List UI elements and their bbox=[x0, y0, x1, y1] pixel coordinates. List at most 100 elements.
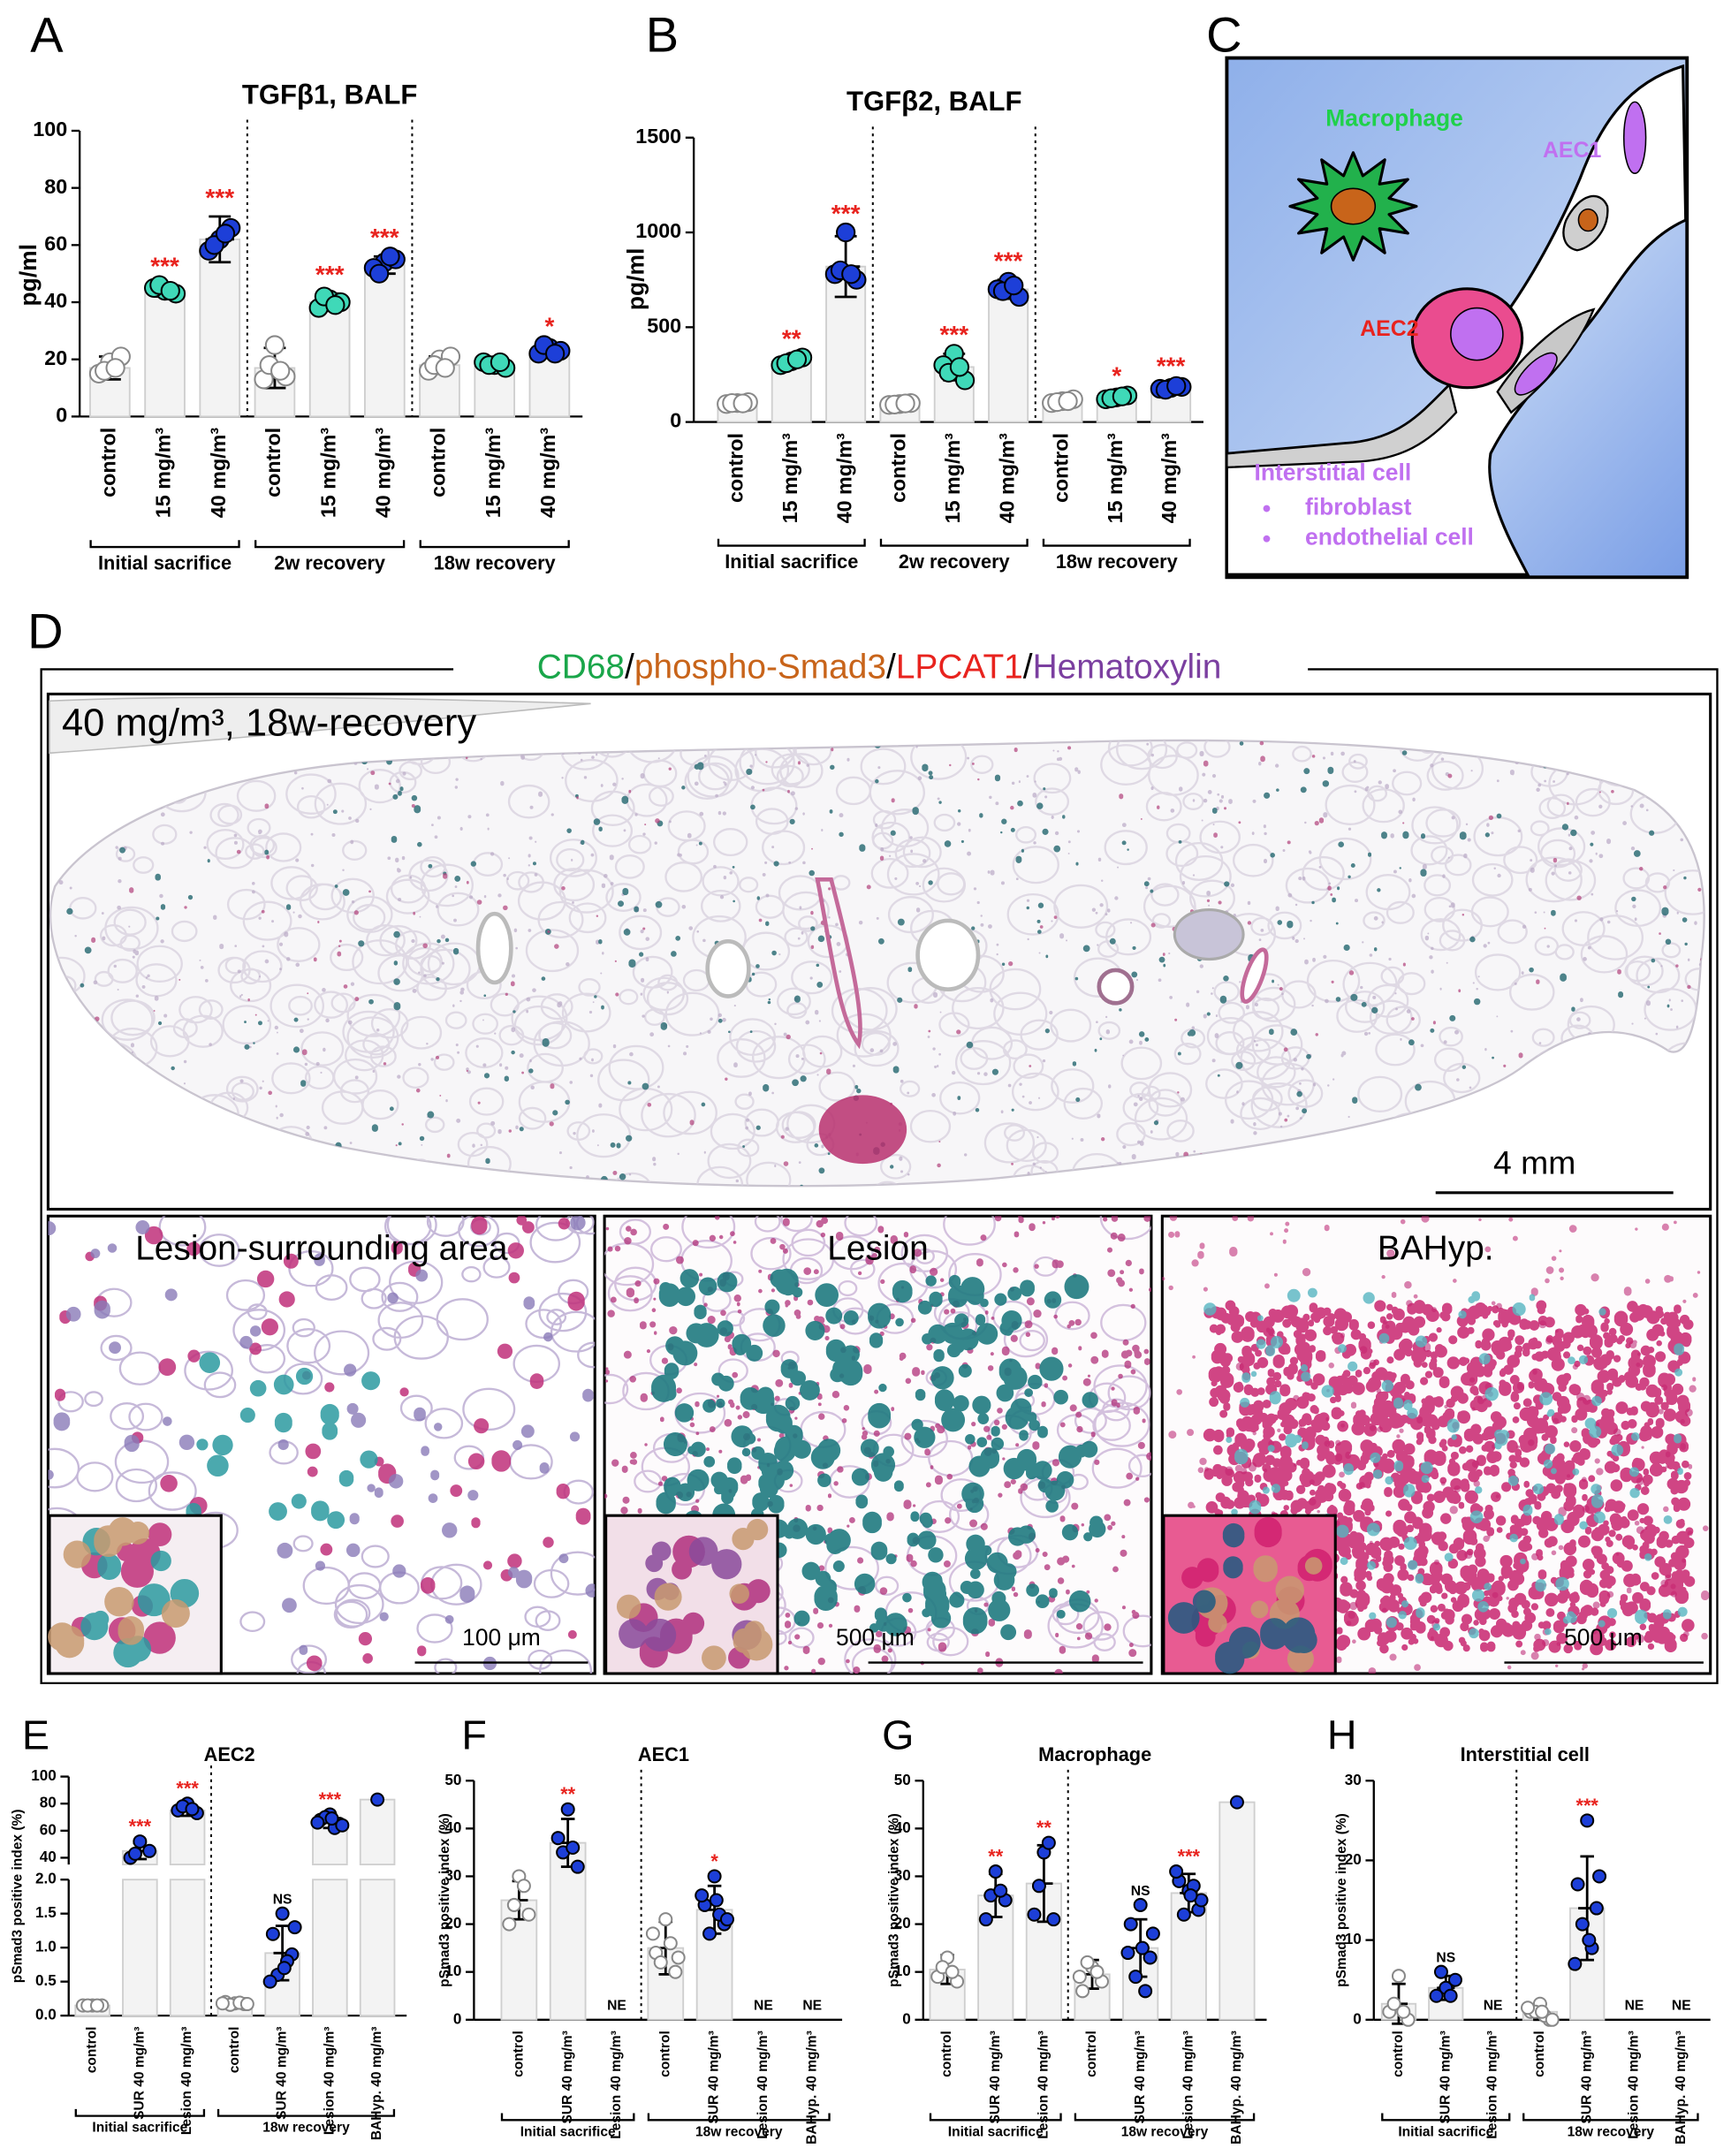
vessel bbox=[1173, 907, 1245, 961]
panel-label: E bbox=[22, 1712, 49, 1757]
data-point bbox=[1128, 1970, 1143, 1985]
y-tick-label: 20 bbox=[444, 1915, 461, 1932]
x-tick-label: 40 mg/m³ bbox=[995, 433, 1018, 524]
group-label: 18w recovery bbox=[695, 2124, 783, 2139]
bar bbox=[308, 301, 351, 418]
y-tick-label: 20 bbox=[1345, 1851, 1362, 1868]
data-point bbox=[1582, 1932, 1597, 1947]
data-point bbox=[521, 1907, 536, 1922]
x-tick-label: 15 mg/m³ bbox=[1104, 433, 1127, 524]
data-point bbox=[1027, 1907, 1042, 1922]
group-label: 18w recovery bbox=[262, 2121, 350, 2136]
data-point bbox=[709, 1893, 724, 1908]
x-tick-label: control bbox=[262, 428, 285, 497]
y-tick-label: 0 bbox=[56, 404, 67, 427]
scale-label: 500 μm bbox=[836, 1624, 915, 1651]
significance: NS bbox=[1131, 1884, 1150, 1899]
significance: *** bbox=[831, 200, 861, 227]
y-tick-label: 1000 bbox=[635, 219, 681, 242]
x-tick-label: control bbox=[85, 2027, 100, 2074]
data-point bbox=[1176, 1907, 1191, 1922]
x-tick-label: 15 mg/m³ bbox=[152, 428, 175, 519]
group-bracket bbox=[1522, 2113, 1699, 2122]
y-tick-label: 2.0 bbox=[35, 1871, 57, 1887]
x-tick-label: SUR 40 mg/m³ bbox=[1579, 2031, 1594, 2123]
bar bbox=[312, 1879, 348, 2017]
x-tick-label: Lesion 40 mg/m³ bbox=[755, 2031, 771, 2139]
data-point bbox=[1169, 1864, 1184, 1879]
data-point bbox=[566, 1841, 581, 1856]
x-tick-label: control bbox=[657, 2031, 672, 2077]
group-bracket bbox=[254, 540, 406, 549]
vessel bbox=[915, 918, 981, 992]
bar bbox=[1219, 1801, 1256, 2021]
x-tick-label: Lesion 40 mg/m³ bbox=[179, 2027, 194, 2136]
y-tick-label: 0.5 bbox=[35, 1972, 57, 1989]
texture bbox=[50, 740, 1704, 1187]
x-tick-label: SUR 40 mg/m³ bbox=[560, 2031, 575, 2123]
y-tick-label: 80 bbox=[44, 175, 67, 198]
significance: ** bbox=[560, 1783, 575, 1805]
y-tick-label: 10 bbox=[444, 1962, 461, 1979]
group-bracket bbox=[1381, 2113, 1511, 2122]
significance: NS bbox=[273, 1893, 292, 1908]
data-point bbox=[490, 352, 511, 373]
x-tick-label: SUR 40 mg/m³ bbox=[275, 2027, 290, 2120]
panel-frame bbox=[40, 668, 1719, 1685]
data-point bbox=[719, 1912, 734, 1927]
bar bbox=[169, 1879, 206, 2017]
group-label: 18w recovery bbox=[434, 551, 556, 573]
x-tick-label: Lesion 40 mg/m³ bbox=[1485, 2031, 1500, 2139]
data-point bbox=[310, 1815, 325, 1830]
data-point bbox=[502, 1917, 517, 1932]
data-point bbox=[239, 1997, 254, 2012]
lung-section bbox=[49, 739, 1705, 1188]
x-tick-label: control bbox=[1391, 2031, 1406, 2077]
texture bbox=[1196, 1555, 1323, 1673]
y-tick-label: 10 bbox=[1345, 1931, 1362, 1947]
significance: NE bbox=[1625, 1998, 1644, 2013]
x-tick-label: Lesion 40 mg/m³ bbox=[1036, 2031, 1052, 2139]
data-point bbox=[1080, 1955, 1095, 1970]
bahyp-lesion bbox=[818, 1095, 907, 1165]
y-tick-label: 50 bbox=[894, 1772, 911, 1788]
interstitium bbox=[1226, 383, 1458, 469]
significance: NE bbox=[1672, 1998, 1691, 2013]
significance: *** bbox=[994, 247, 1023, 274]
group-bracket bbox=[216, 2108, 396, 2117]
significance: ** bbox=[988, 1846, 1003, 1868]
data-point bbox=[1041, 1835, 1056, 1850]
texture bbox=[619, 1537, 762, 1652]
x-tick-label: control bbox=[97, 428, 120, 497]
y-tick-label: 0 bbox=[902, 2010, 911, 2027]
data-point bbox=[287, 1920, 302, 1935]
histology-d: D CD68/phospho-Smad3/LPCAT1/Hematoxylin … bbox=[27, 603, 1719, 1685]
data-point bbox=[671, 1950, 686, 1965]
texture bbox=[616, 1518, 773, 1671]
data-point bbox=[1396, 2004, 1411, 2019]
data-point bbox=[142, 1843, 157, 1858]
x-tick-label: 40 mg/m³ bbox=[536, 428, 559, 519]
significance: NE bbox=[1484, 1998, 1503, 2013]
x-tick-label: control bbox=[887, 433, 910, 503]
x-tick-label: 15 mg/m³ bbox=[482, 428, 505, 519]
group-label: Initial sacrifice bbox=[92, 2121, 187, 2136]
panel-label: G bbox=[882, 1712, 914, 1757]
stain: phospho-Smad3 bbox=[634, 649, 886, 687]
y-tick-label: 500 bbox=[647, 314, 681, 337]
data-point bbox=[185, 1802, 200, 1817]
data-point bbox=[277, 1961, 292, 1976]
data-point bbox=[1046, 1912, 1061, 1927]
data-point bbox=[270, 361, 291, 381]
x-tick-label: BAHyp. 40 mg/m³ bbox=[1674, 2031, 1689, 2145]
significance: * bbox=[710, 1850, 718, 1872]
data-point bbox=[1429, 1988, 1444, 2003]
x-tick-label: Lesion 40 mg/m³ bbox=[1627, 2031, 1642, 2139]
data-point bbox=[1447, 1972, 1462, 1987]
data-point bbox=[1123, 1917, 1138, 1932]
stain: CD68 bbox=[537, 649, 625, 687]
y-tick-label: 10 bbox=[894, 1962, 911, 1979]
x-tick-label: 15 mg/m³ bbox=[941, 433, 964, 524]
data-point bbox=[702, 1926, 717, 1941]
y-tick-label: 0.0 bbox=[35, 2007, 57, 2023]
